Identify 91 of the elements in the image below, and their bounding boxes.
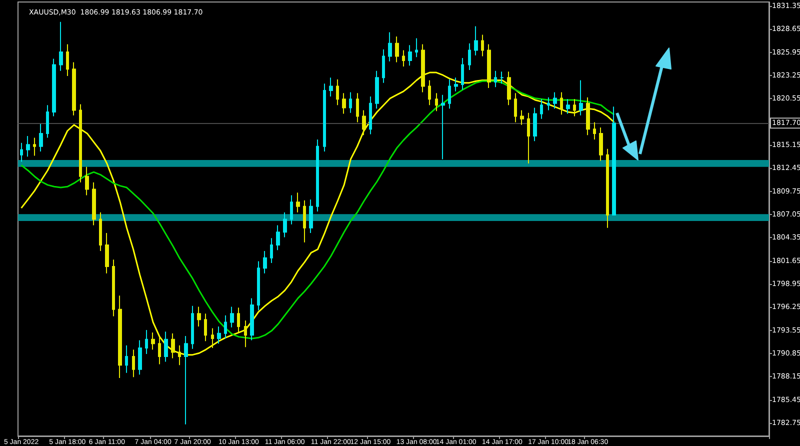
candlestick bbox=[263, 250, 267, 274]
candlestick bbox=[178, 344, 181, 366]
candlestick bbox=[356, 92, 359, 123]
candlestick bbox=[52, 58, 56, 117]
candlestick bbox=[566, 98, 570, 114]
candlestick bbox=[164, 331, 168, 362]
candlestick bbox=[599, 126, 603, 162]
candlestick bbox=[342, 92, 346, 114]
candlestick bbox=[33, 137, 36, 156]
candlestick bbox=[474, 26, 478, 56]
candlestick bbox=[395, 36, 399, 63]
candlestick bbox=[197, 306, 201, 328]
candlestick bbox=[612, 106, 616, 216]
candlestick bbox=[230, 306, 234, 328]
candlestick bbox=[375, 70, 379, 110]
candlestick bbox=[336, 78, 339, 106]
candlestick bbox=[145, 329, 148, 354]
candlestick bbox=[309, 199, 313, 234]
candlestick bbox=[415, 38, 418, 58]
candlestick bbox=[408, 44, 412, 66]
candlestick bbox=[593, 122, 596, 140]
candlestick bbox=[303, 200, 306, 243]
candlestick bbox=[211, 328, 214, 348]
candlestick bbox=[421, 44, 425, 93]
candlestick bbox=[579, 80, 583, 116]
candlestick bbox=[171, 332, 175, 359]
candlestick bbox=[184, 335, 188, 425]
candlestick bbox=[79, 104, 82, 183]
candlestick bbox=[553, 92, 557, 110]
candlestick bbox=[461, 57, 464, 90]
candlestick bbox=[586, 96, 590, 136]
candlestick bbox=[59, 21, 63, 72]
candlestick bbox=[507, 71, 511, 106]
candlestick bbox=[118, 295, 122, 378]
candlestick bbox=[402, 50, 405, 68]
candlestick bbox=[66, 44, 69, 76]
candlestick bbox=[527, 112, 530, 164]
candlestick bbox=[250, 298, 254, 341]
candlestick bbox=[435, 92, 438, 112]
candlestick bbox=[487, 44, 491, 88]
candlestick bbox=[500, 71, 504, 84]
candlestick bbox=[270, 238, 273, 264]
candlestick bbox=[514, 92, 517, 123]
candlestick bbox=[20, 142, 23, 162]
candlestick bbox=[125, 344, 128, 374]
candlestick bbox=[362, 110, 366, 136]
candlestick bbox=[204, 313, 207, 342]
candlestick bbox=[428, 80, 431, 106]
candlestick bbox=[316, 138, 319, 212]
candlestick bbox=[296, 192, 300, 213]
candlestick bbox=[224, 314, 227, 340]
candlestick bbox=[85, 166, 89, 196]
candlestick bbox=[481, 34, 484, 57]
candlestick bbox=[547, 96, 550, 111]
candlestick bbox=[533, 107, 537, 142]
candlestick bbox=[560, 92, 563, 116]
candlestick bbox=[329, 77, 333, 98]
candlestick bbox=[99, 212, 102, 252]
candlestick bbox=[573, 98, 576, 117]
candlestick bbox=[520, 110, 524, 126]
candlestick bbox=[369, 96, 372, 135]
candlestick bbox=[217, 326, 221, 344]
candlestick bbox=[468, 42, 471, 70]
candlestick bbox=[26, 136, 30, 158]
candlestick bbox=[138, 340, 142, 376]
candlestick bbox=[244, 320, 247, 348]
candlestick bbox=[191, 305, 194, 350]
candlestick bbox=[290, 194, 293, 225]
candlestick bbox=[257, 260, 260, 311]
candlestick bbox=[448, 78, 451, 110]
candlestick bbox=[283, 212, 287, 238]
candlestick bbox=[276, 224, 280, 251]
candlestick bbox=[39, 124, 43, 152]
candlestick bbox=[349, 92, 352, 114]
candlestick bbox=[237, 307, 240, 334]
candlestick bbox=[441, 94, 445, 160]
candlestick bbox=[132, 349, 135, 378]
candlestick bbox=[540, 98, 543, 120]
candlestick bbox=[72, 62, 76, 116]
candlestick bbox=[46, 104, 49, 138]
candlestick bbox=[105, 232, 109, 274]
candlestick bbox=[454, 77, 458, 92]
candlestick bbox=[494, 70, 497, 88]
candlestick bbox=[606, 148, 609, 228]
candlestick bbox=[158, 336, 161, 365]
candlestick bbox=[388, 32, 392, 62]
candlestick bbox=[112, 259, 115, 317]
candlestick bbox=[323, 83, 326, 152]
candlestick bbox=[151, 332, 155, 350]
candlestick bbox=[92, 182, 96, 226]
candlestick bbox=[382, 48, 385, 84]
